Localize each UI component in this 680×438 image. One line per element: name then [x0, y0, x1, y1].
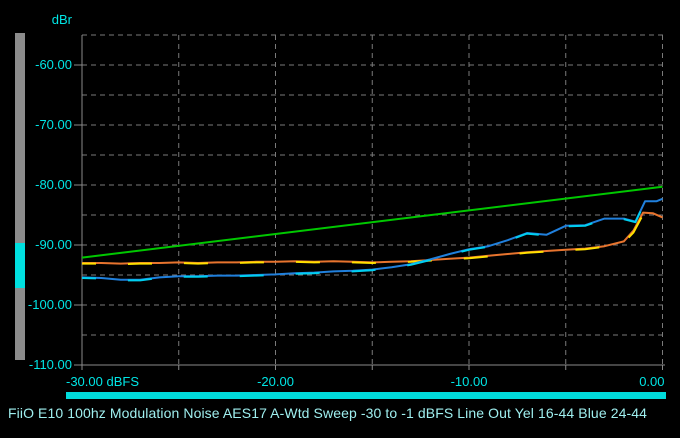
x-tick-label: 0.00 [639, 374, 665, 389]
sweep-progress-bar [66, 392, 666, 399]
y-tick-label: -90.00 [35, 237, 72, 252]
x-tick-label: -20.00 [257, 374, 294, 389]
y-tick-label: -60.00 [35, 57, 72, 72]
y-tick-label: -70.00 [35, 117, 72, 132]
y-tick-label: -100.00 [27, 297, 72, 312]
y-tick-label: -110.00 [28, 357, 72, 372]
trace-green-reference [81, 185, 663, 259]
level-meter-indicator [15, 243, 25, 289]
x-tick-label: -10.00 [450, 374, 488, 389]
trace-yellow-16-44 [82, 213, 663, 266]
trace-cyan-24-44 [81, 198, 663, 282]
chart-title: FiiO E10 100hz Modulation Noise AES17 A-… [8, 405, 647, 421]
level-meter-track [15, 33, 25, 360]
x-tick-label: -30.00 dBFS [66, 374, 139, 389]
y-tick-label: -80.00 [35, 177, 72, 192]
y-axis-unit-label: dBr [51, 12, 72, 27]
